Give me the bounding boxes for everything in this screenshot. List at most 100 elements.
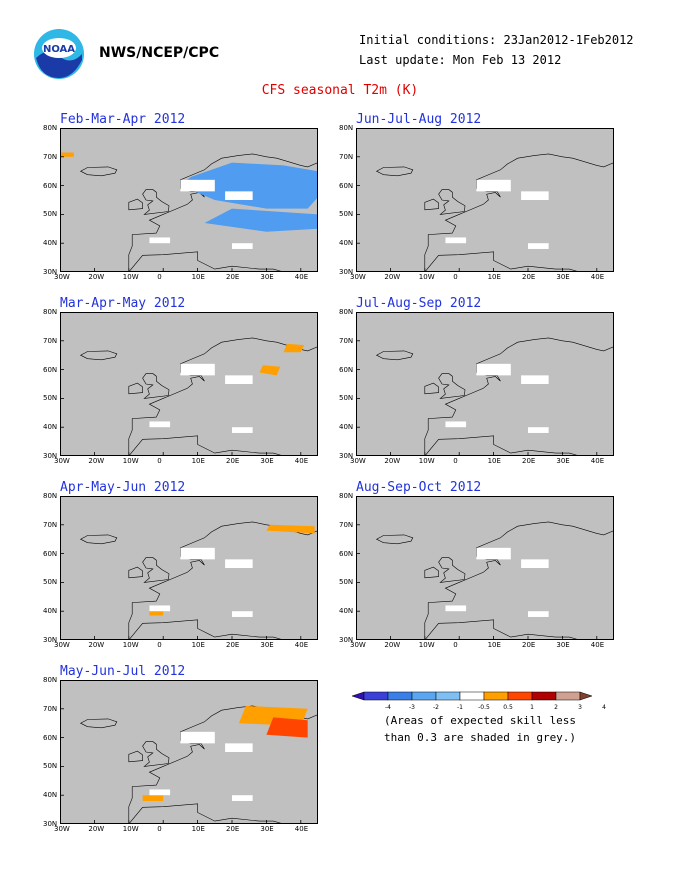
- lat-tick-label: 60N: [43, 549, 58, 558]
- lon-tick-label: 30W: [54, 825, 70, 833]
- near-normal-region: [521, 191, 549, 200]
- map-panel-2: Jun-Jul-Aug 2012 80N 70N 60N 50N 40N 30N 30W 20W…: [339, 112, 614, 281]
- lat-tick-label: 80N: [43, 676, 58, 684]
- map-frame: [356, 312, 614, 456]
- map-frame: [356, 496, 614, 640]
- lat-tick-label: 80N: [43, 308, 58, 316]
- lon-tick-label: 20E: [522, 457, 536, 465]
- near-normal-region: [232, 795, 253, 801]
- panel-title: Jun-Jul-Aug 2012: [356, 112, 482, 127]
- lon-tick-label: 40E: [590, 273, 605, 281]
- color-bar-label: -3: [409, 704, 415, 711]
- lat-tick-label: 30N: [43, 636, 58, 644]
- near-normal-region: [225, 375, 253, 384]
- color-bar-swatch: [459, 691, 485, 701]
- lon-tick-label: 10W: [418, 273, 435, 281]
- color-bar-swatch: [363, 691, 389, 701]
- lat-tick-label: 70N: [43, 336, 58, 345]
- map-frame: [60, 128, 318, 272]
- near-normal-region: [225, 191, 253, 200]
- color-bar-label: 1: [530, 704, 534, 711]
- lon-tick-label: 20W: [88, 825, 105, 833]
- anomaly-region: [180, 162, 318, 209]
- anomaly-region: [60, 152, 74, 157]
- near-normal-region: [232, 427, 253, 433]
- lat-tick-label: 70N: [43, 704, 58, 713]
- map-canvas: [60, 680, 318, 824]
- map-frame: [60, 312, 318, 456]
- panel-title: Jul-Aug-Sep 2012: [356, 296, 482, 311]
- map-canvas: [60, 496, 318, 640]
- color-bar-legend: -4 -3 -2 -1 -0.5 0.5 1 2 3 4: [350, 688, 630, 722]
- lat-tick-label: 60N: [43, 733, 58, 742]
- land-iceland: [79, 166, 118, 177]
- lon-tick-label: 30W: [350, 273, 366, 281]
- lon-tick-label: 20E: [226, 825, 240, 833]
- lon-tick-label: 20E: [522, 273, 536, 281]
- lat-tick-label: 30N: [43, 452, 58, 460]
- map-panel-6: Aug-Sep-Oct 2012 80N 70N 60N 50N 40N 30N 30W 20W…: [339, 480, 614, 649]
- lat-tick-label: 40N: [43, 791, 58, 800]
- lon-tick-label: 30E: [260, 825, 274, 833]
- lon-tick-label: 30E: [260, 641, 274, 649]
- near-normal-region: [149, 789, 171, 796]
- map-panel-5: Apr-May-Jun 2012 80N 70N 60N 50N 40N 30N 30W 20W…: [43, 480, 318, 649]
- color-bar-label: 0.5: [503, 704, 513, 711]
- lon-tick-label: 0: [157, 825, 162, 833]
- lon-tick-label: 40E: [294, 825, 309, 833]
- map-canvas: [60, 128, 318, 272]
- map-frame: [60, 496, 318, 640]
- color-bar-label: 2: [554, 704, 558, 711]
- map-panel-7: May-Jun-Jul 2012 80N 70N 60N 50N 40N 30N 30W 20W…: [43, 664, 318, 833]
- lon-tick-label: 30W: [350, 457, 366, 465]
- lon-tick-label: 0: [453, 641, 458, 649]
- near-normal-region: [232, 611, 253, 617]
- panel-title: Mar-Apr-May 2012: [60, 296, 186, 311]
- land-uk: [142, 373, 170, 399]
- color-bar: -4 -3 -2 -1 -0.5 0.5 1 2 3 4: [351, 691, 606, 711]
- near-normal-region: [528, 427, 549, 433]
- lat-tick-label: 50N: [43, 210, 58, 219]
- lon-tick-label: 40E: [590, 641, 605, 649]
- lat-tick-label: 40N: [43, 239, 58, 248]
- lat-tick-label: 80N: [43, 492, 58, 500]
- land-ireland: [128, 382, 143, 395]
- land-uk: [438, 373, 466, 399]
- color-bar-swatch: [435, 691, 461, 701]
- land-iceland: [375, 166, 414, 177]
- lon-tick-label: 40E: [294, 641, 309, 649]
- color-bar-swatch: [555, 691, 581, 701]
- lon-tick-label: 20E: [226, 641, 240, 649]
- initial-conditions: Initial conditions: 23Jan2012-1Feb2012: [359, 33, 634, 47]
- lon-tick-label: 30E: [556, 641, 570, 649]
- color-bar-swatch: [531, 691, 557, 701]
- map-panel-4: Jul-Aug-Sep 2012 80N 70N 60N 50N 40N 30N 30W 20W…: [339, 296, 614, 465]
- lat-tick-label: 70N: [43, 520, 58, 529]
- lat-tick-label: 70N: [339, 152, 354, 161]
- lon-tick-label: 30W: [350, 641, 366, 649]
- lon-tick-label: 10E: [191, 825, 205, 833]
- land-iceland: [79, 534, 118, 545]
- lon-tick-label: 0: [157, 641, 162, 649]
- color-bar-high-arrow: [579, 691, 593, 701]
- lon-tick-label: 0: [157, 457, 162, 465]
- color-bar-swatch: [507, 691, 533, 701]
- lon-tick-label: 40E: [590, 457, 605, 465]
- noaa-logo-icon: NOAA: [34, 29, 84, 79]
- land-ireland: [128, 750, 143, 763]
- lon-tick-label: 10W: [418, 457, 435, 465]
- lat-tick-label: 40N: [339, 239, 354, 248]
- lat-tick-label: 30N: [339, 452, 354, 460]
- map-frame: [60, 680, 318, 824]
- lon-tick-label: 20W: [384, 457, 401, 465]
- lat-tick-label: 30N: [339, 636, 354, 644]
- lat-tick-label: 50N: [43, 762, 58, 771]
- lon-tick-label: 30E: [556, 273, 570, 281]
- near-normal-region: [528, 611, 549, 617]
- land-europe: [424, 153, 614, 272]
- land-uk: [438, 557, 466, 583]
- lon-tick-label: 30W: [54, 273, 70, 281]
- lon-tick-label: 20W: [384, 273, 401, 281]
- anomaly-region: [204, 208, 318, 232]
- near-normal-region: [225, 559, 253, 568]
